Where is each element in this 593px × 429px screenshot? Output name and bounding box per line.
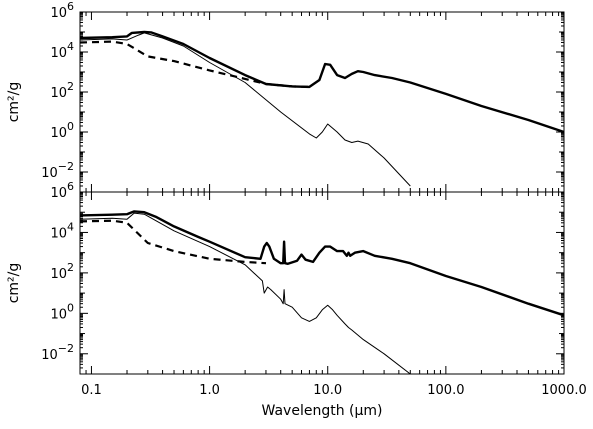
top-y-axis-label: cm²/g bbox=[6, 82, 22, 123]
y-tick-label: 102 bbox=[50, 261, 74, 282]
x-tick-label: 0.1 bbox=[81, 383, 102, 398]
y-tick-label: 104 bbox=[50, 40, 74, 61]
series-line-thin-solid bbox=[80, 32, 411, 187]
top-series bbox=[80, 30, 564, 187]
y-tick-label: 10−2 bbox=[41, 342, 74, 363]
x-tick-label: 100.0 bbox=[427, 383, 464, 398]
bottom-series bbox=[80, 210, 564, 374]
bottom-y-axis-label: cm²/g bbox=[6, 263, 22, 304]
top-plot-frame bbox=[79, 11, 565, 193]
series-line-thick-dashed bbox=[80, 40, 310, 88]
x-tick-label: 1.0 bbox=[199, 383, 220, 398]
y-tick-label: 100 bbox=[50, 301, 74, 322]
x-axis-label: Wavelength (μm) bbox=[262, 403, 383, 419]
series-line-thick-solid bbox=[80, 30, 564, 134]
x-tick-label: 10.0 bbox=[313, 383, 342, 398]
bottom-y-ticks: 10−2 100 102 104 106 bbox=[41, 180, 564, 375]
y-tick-label: 106 bbox=[50, 0, 74, 21]
panel-bottom: 10−2 100 102 104 106 0.1 1.0 10.0 100.0 1000.0 c… bbox=[6, 180, 587, 419]
y-tick-label: 102 bbox=[50, 80, 74, 101]
series-line-thin-solid bbox=[80, 212, 411, 374]
bottom-x-ticks: 0.1 1.0 10.0 100.0 1000.0 bbox=[79, 192, 587, 398]
y-tick-label: 104 bbox=[50, 220, 74, 241]
series-line-thick-dashed bbox=[80, 219, 267, 265]
top-x-ticks bbox=[79, 12, 565, 192]
y-tick-label: 106 bbox=[50, 180, 74, 201]
panel-top: 10−2 100 102 104 106 cm²/g bbox=[6, 0, 565, 193]
x-tick-label: 1000.0 bbox=[541, 383, 587, 398]
y-tick-label: 10−2 bbox=[41, 160, 74, 181]
top-y-ticks: 10−2 100 102 104 106 bbox=[41, 0, 564, 193]
y-tick-label: 100 bbox=[50, 120, 74, 141]
series-line-thick-solid bbox=[80, 210, 564, 317]
